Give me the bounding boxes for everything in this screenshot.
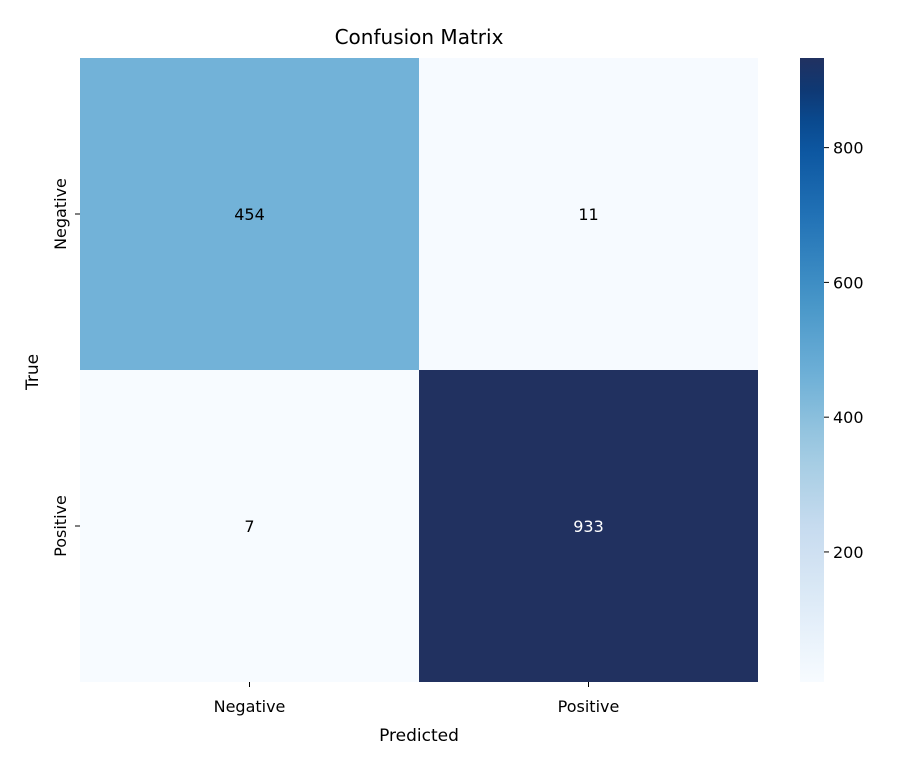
colorbar-ticks: 200 400 600 800 <box>824 139 864 562</box>
y-tick-label: Negative <box>51 178 70 250</box>
cell-value-label: 7 <box>244 517 254 536</box>
x-axis-label: Predicted <box>379 726 459 746</box>
heatmap-cell <box>419 370 758 682</box>
x-tick-label: Negative <box>214 697 286 716</box>
colorbar-tick-label: 400 <box>833 408 864 427</box>
heatmap-cell <box>80 58 419 370</box>
heatmap-cells <box>80 58 758 682</box>
heatmap-cell <box>419 58 758 370</box>
cell-value-label: 933 <box>573 517 604 536</box>
heatmap-cell-labels: 454 11 7 933 <box>234 205 604 536</box>
colorbar <box>800 58 824 682</box>
y-axis-label: True <box>23 354 43 391</box>
chart-title: Confusion Matrix <box>335 25 504 49</box>
colorbar-tick-label: 800 <box>833 139 864 158</box>
colorbar-tick-label: 200 <box>833 543 864 562</box>
x-tick-label: Positive <box>558 697 620 716</box>
cell-value-label: 454 <box>234 205 265 224</box>
colorbar-tick-label: 600 <box>833 273 864 292</box>
y-tick-label: Positive <box>51 495 70 557</box>
x-axis-ticks: Negative Positive <box>214 682 620 716</box>
cell-value-label: 11 <box>578 205 598 224</box>
y-axis-ticks: Negative Positive <box>51 178 80 557</box>
heatmap-cell <box>80 370 419 682</box>
